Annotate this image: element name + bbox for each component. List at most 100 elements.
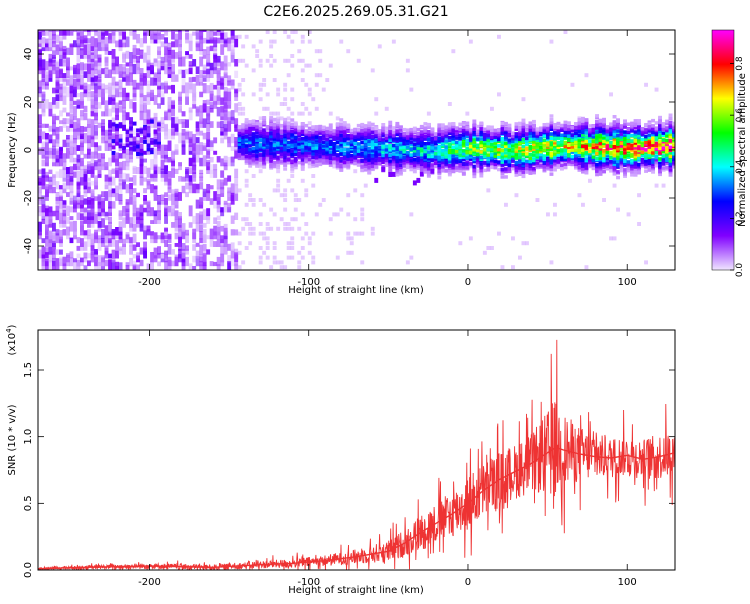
heatmap-cell bbox=[199, 169, 204, 174]
heatmap-cell bbox=[223, 246, 228, 255]
heatmap-cell bbox=[535, 136, 540, 140]
heatmap-cell bbox=[479, 121, 484, 125]
heatmap-cell bbox=[626, 130, 631, 134]
heatmap-cell bbox=[447, 145, 452, 149]
heatmap-cell bbox=[644, 165, 648, 169]
heatmap-cell bbox=[122, 115, 126, 125]
heatmap-cell bbox=[500, 265, 505, 270]
heatmap-cell bbox=[66, 79, 70, 86]
heatmap-cell bbox=[349, 128, 354, 133]
heatmap-cell bbox=[360, 129, 365, 133]
heatmap-cell bbox=[577, 150, 582, 154]
heatmap-cell bbox=[605, 125, 610, 129]
heatmap-cell bbox=[328, 144, 333, 148]
heatmap-cell bbox=[220, 179, 225, 190]
heatmap-cell bbox=[360, 122, 365, 127]
heatmap-cell bbox=[234, 177, 239, 186]
heatmap-cell bbox=[416, 137, 421, 142]
heatmap-cell bbox=[52, 123, 56, 128]
heatmap-cell bbox=[202, 244, 207, 251]
heatmap-cell bbox=[490, 246, 494, 250]
heatmap-cell bbox=[244, 118, 249, 122]
heatmap-cell bbox=[328, 160, 333, 165]
heatmap-cell bbox=[461, 161, 466, 166]
heatmap-cell bbox=[623, 151, 627, 155]
heatmap-cell bbox=[111, 117, 116, 125]
heatmap-cell bbox=[185, 96, 189, 105]
heatmap-cell bbox=[328, 217, 333, 222]
heatmap-cell bbox=[104, 68, 109, 75]
heatmap-cell bbox=[83, 47, 88, 52]
heatmap-cell bbox=[440, 149, 445, 153]
heatmap-cell bbox=[577, 133, 582, 138]
heatmap-cell bbox=[402, 133, 407, 138]
heatmap-cell bbox=[542, 138, 547, 142]
heatmap-cell bbox=[367, 170, 372, 174]
heatmap-cell bbox=[553, 133, 557, 137]
heatmap-cell bbox=[521, 151, 526, 156]
heatmap-cell bbox=[409, 153, 414, 157]
heatmap-cell bbox=[41, 30, 46, 32]
heatmap-cell bbox=[395, 152, 400, 157]
heatmap-cell bbox=[609, 122, 613, 126]
heatmap-cell bbox=[262, 153, 267, 157]
heatmap-cell bbox=[101, 163, 105, 171]
heatmap-cell bbox=[164, 208, 168, 213]
heatmap-cell bbox=[637, 139, 641, 144]
heatmap-cell bbox=[546, 143, 550, 147]
heatmap-cell bbox=[433, 142, 438, 146]
heatmap-cell bbox=[146, 200, 151, 205]
heatmap-cell bbox=[265, 30, 270, 34]
heatmap-cell bbox=[630, 139, 634, 143]
heatmap-cell bbox=[160, 235, 165, 244]
heatmap-cell bbox=[339, 133, 344, 138]
heatmap-cell bbox=[181, 85, 186, 94]
heatmap-cell bbox=[458, 141, 463, 145]
heatmap-cell bbox=[97, 243, 102, 251]
heatmap-cell bbox=[567, 154, 571, 158]
heatmap-cell bbox=[497, 137, 501, 141]
heatmap-cell bbox=[132, 194, 137, 205]
heatmap-cell bbox=[52, 97, 56, 105]
heatmap-cell bbox=[525, 132, 529, 137]
heatmap-cell bbox=[69, 221, 74, 232]
heatmap-cell bbox=[216, 215, 221, 221]
heatmap-cell bbox=[563, 130, 568, 135]
heatmap-cell bbox=[339, 127, 344, 131]
heatmap-cell bbox=[300, 137, 305, 141]
heatmap-cell bbox=[521, 122, 526, 126]
heatmap-cell bbox=[290, 129, 295, 134]
heatmap-cell bbox=[223, 155, 228, 163]
heatmap-cell bbox=[157, 142, 161, 147]
heatmap-cell bbox=[482, 150, 487, 154]
heatmap-cell bbox=[560, 152, 564, 156]
heatmap-cell bbox=[395, 121, 400, 126]
heatmap-cell bbox=[447, 102, 452, 106]
heatmap-cell bbox=[612, 115, 617, 119]
heatmap-cell bbox=[59, 195, 63, 201]
heatmap-cell bbox=[381, 126, 386, 130]
heatmap-cell bbox=[563, 30, 568, 34]
heatmap-cell bbox=[230, 146, 235, 151]
heatmap-cell bbox=[69, 180, 74, 186]
heatmap-cell bbox=[314, 73, 319, 78]
heatmap-cell bbox=[500, 141, 505, 145]
heatmap-cell bbox=[602, 153, 606, 157]
heatmap-cell bbox=[637, 222, 641, 226]
heatmap-cell bbox=[595, 135, 599, 139]
heatmap-cell bbox=[623, 144, 627, 149]
heatmap-cell bbox=[321, 130, 326, 135]
heatmap-cell bbox=[118, 138, 123, 143]
heatmap-cell bbox=[87, 142, 91, 148]
heatmap-cell bbox=[143, 139, 147, 144]
heatmap-cell bbox=[55, 249, 60, 255]
heatmap-cell bbox=[640, 146, 645, 151]
heatmap-cell bbox=[178, 192, 182, 201]
heatmap-cell bbox=[584, 171, 589, 175]
heatmap-cell bbox=[626, 155, 631, 159]
heatmap-cell bbox=[108, 50, 112, 55]
heatmap-cell bbox=[391, 146, 396, 150]
heatmap-cell bbox=[504, 162, 508, 167]
heatmap-cell bbox=[454, 126, 459, 130]
heatmap-cell bbox=[59, 169, 63, 178]
